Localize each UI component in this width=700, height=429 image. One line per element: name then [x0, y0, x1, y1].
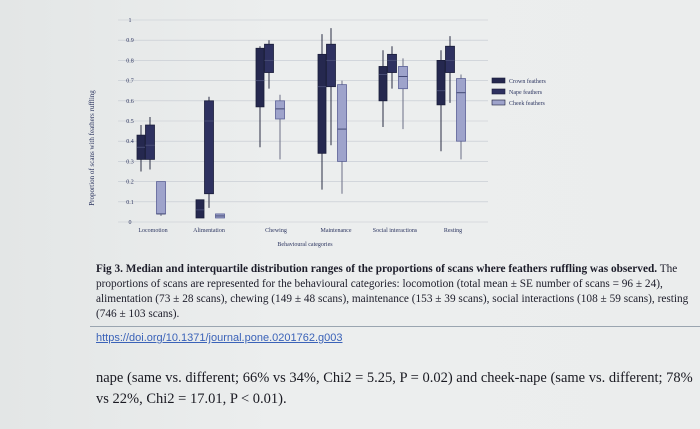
x-axis-label: Behavioural categories — [277, 242, 333, 248]
y-tick-label: 0.9 — [126, 38, 134, 44]
box — [204, 100, 214, 195]
y-axis-label: Proportion of scans with feathers ruffli… — [88, 90, 96, 206]
y-tick-label: 0.1 — [126, 200, 134, 206]
x-tick-label: Alimentation — [193, 228, 225, 234]
legend-label: Crown feathers — [509, 78, 546, 85]
divider — [90, 326, 700, 327]
x-tick-label: Locomotion — [138, 228, 167, 234]
box — [445, 45, 455, 73]
box — [436, 60, 446, 106]
legend-swatch — [491, 88, 506, 95]
box — [456, 78, 466, 142]
box — [337, 84, 347, 162]
box-crown-feathers-locomotion — [136, 125, 146, 172]
x-axis-ticks: Locomotion Alimentation Chewing Maintenance… — [138, 228, 462, 234]
box-crown-feathers-resting — [436, 50, 446, 152]
legend-label: Cheek feathers — [509, 100, 545, 107]
box — [326, 43, 336, 88]
x-tick-label: Resting — [444, 228, 462, 234]
box-nape-feathers-alimentation — [204, 96, 214, 208]
box-cheek-feathers-maintenance — [337, 80, 347, 194]
gridlines — [118, 19, 488, 223]
box-cheek-feathers-locomotion — [156, 181, 166, 216]
y-tick-label: 0 — [129, 220, 132, 226]
box — [317, 53, 327, 154]
legend-swatch — [491, 77, 506, 84]
box — [264, 43, 274, 73]
box-crown-feathers-social-interactions — [378, 50, 388, 128]
box — [378, 66, 388, 102]
box-crown-feathers-maintenance — [317, 34, 327, 190]
box-nape-feathers-chewing — [264, 40, 274, 89]
legend-label: Nape feathers — [509, 89, 543, 96]
y-tick-label: 0.7 — [126, 79, 134, 85]
caption-text: The proportions of scans are represented… — [96, 263, 689, 320]
body-paragraph: nape (same vs. different; 66% vs 34%, Ch… — [96, 370, 693, 407]
box — [275, 100, 285, 120]
y-tick-label: 1 — [129, 18, 132, 24]
y-tick-label: 0.5 — [126, 119, 134, 125]
box-nape-feathers-locomotion — [145, 116, 155, 170]
box — [255, 47, 265, 108]
box-cheek-feathers-resting — [456, 74, 466, 160]
x-tick-label: Maintenance — [321, 228, 352, 234]
box-nape-feathers-maintenance — [326, 28, 336, 146]
box-cheek-feathers-chewing — [275, 94, 285, 160]
y-tick-label: 0.4 — [126, 139, 134, 145]
x-tick-label: Chewing — [265, 228, 287, 234]
box-cheek-feathers-alimentation — [215, 213, 225, 219]
y-tick-label: 0.8 — [126, 58, 134, 64]
x-tick-label: Social interactions — [373, 228, 418, 234]
box-cheek-feathers-social-interactions — [398, 58, 408, 130]
y-tick-label: 0.6 — [126, 99, 134, 105]
box — [398, 66, 408, 90]
y-axis-ticks: 0 0.1 0.2 0.3 0.4 0.5 0.6 0.7 0.8 0.9 1 — [126, 18, 134, 226]
box-plot-series — [136, 28, 466, 219]
box-crown-feathers-chewing — [255, 46, 265, 148]
doi-link[interactable]: https://doi.org/10.1371/journal.pone.020… — [96, 332, 343, 344]
box — [387, 53, 397, 73]
y-tick-label: 0.3 — [126, 159, 134, 165]
legend: Crown feathers Nape feathers Cheek feather… — [491, 77, 546, 107]
legend-swatch — [491, 99, 506, 106]
box-plot-chart: 0 0.1 0.2 0.3 0.4 0.5 0.6 0.7 0.8 0.9 1 Locomotion… — [88, 18, 546, 248]
caption-title: Fig 3. Median and interquartile distribu… — [96, 263, 658, 275]
box — [156, 181, 166, 215]
box-crown-feathers-alimentation — [195, 199, 205, 219]
box — [195, 199, 205, 219]
y-tick-label: 0.2 — [126, 180, 134, 186]
box-nape-feathers-resting — [445, 36, 455, 103]
figure-caption: Fig 3. Median and interquartile distribu… — [96, 262, 696, 322]
box-nape-feathers-social-interactions — [387, 46, 397, 89]
box — [145, 124, 155, 160]
